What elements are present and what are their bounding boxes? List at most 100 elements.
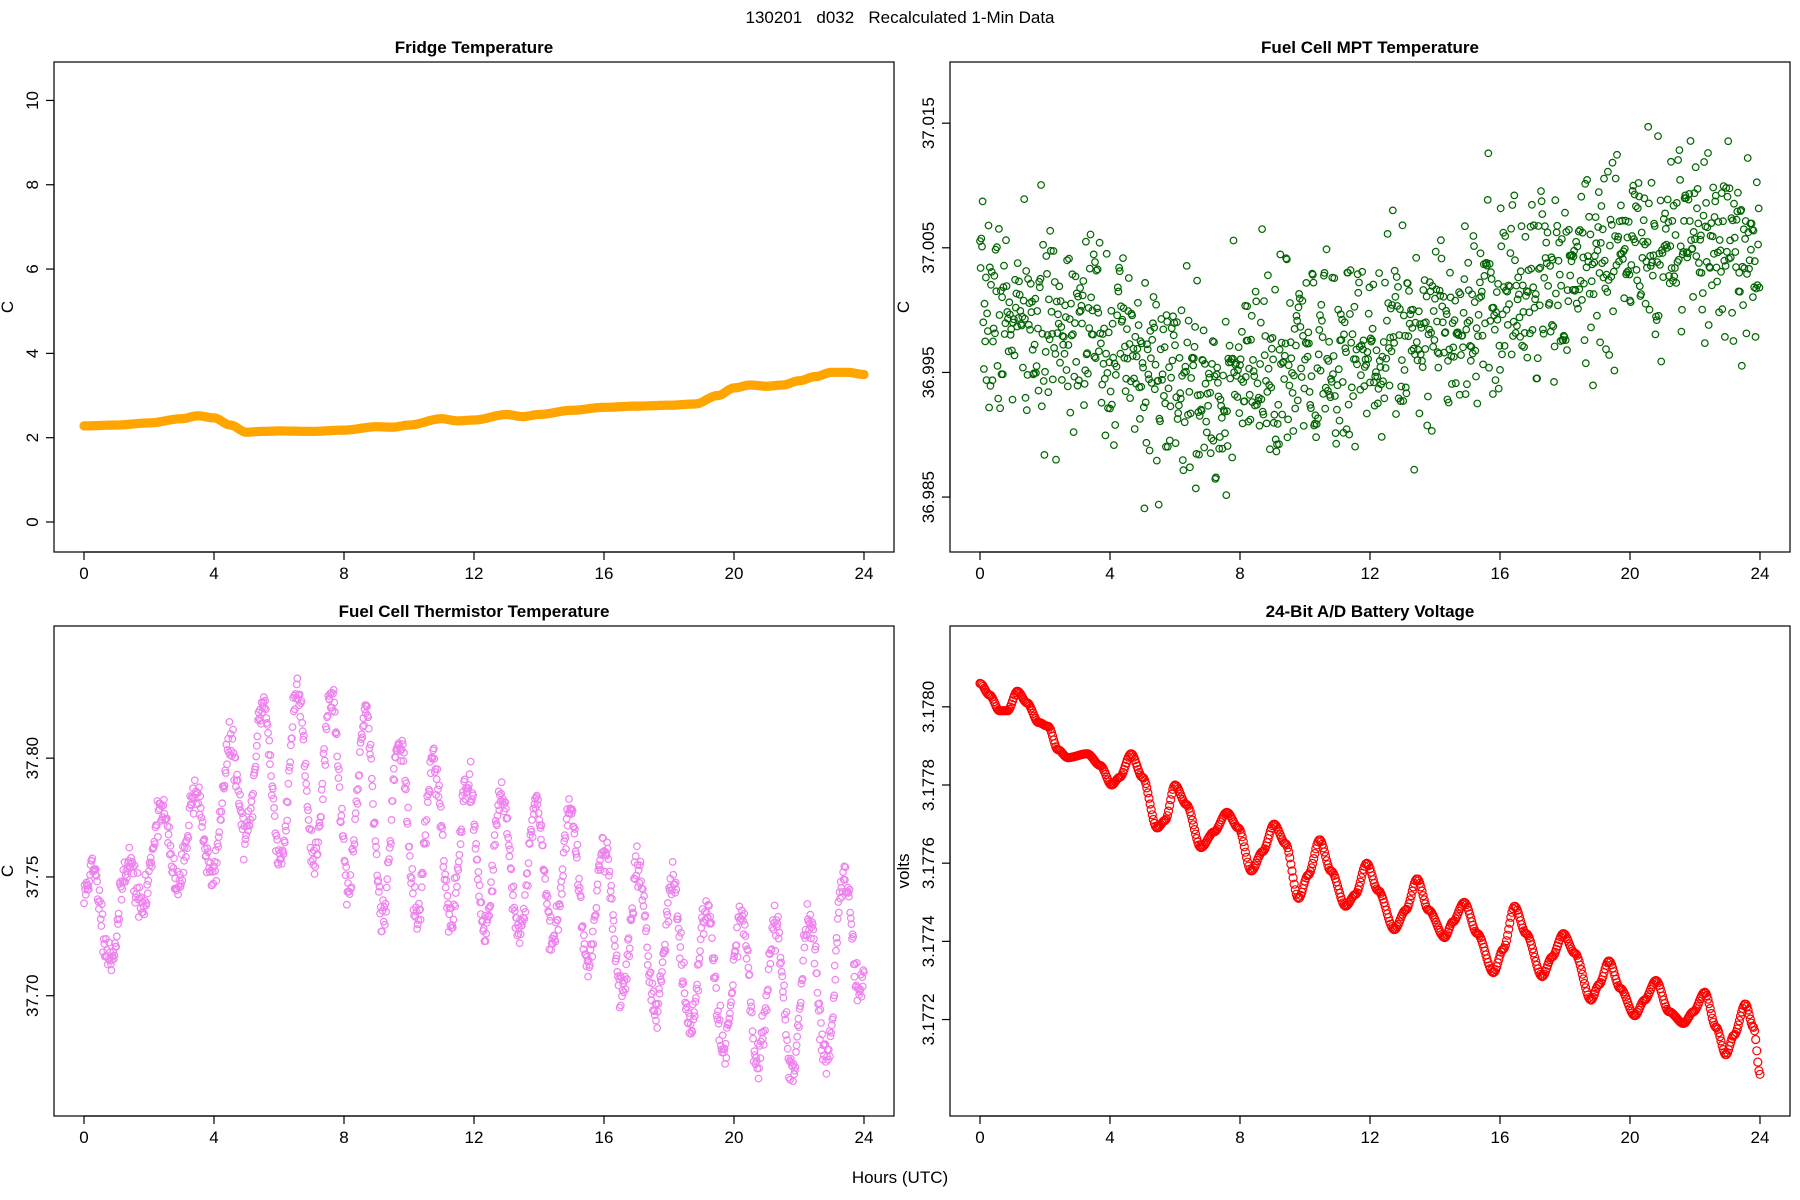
data-point [1034, 386, 1043, 395]
data-point [506, 845, 514, 854]
data-point [1751, 1034, 1761, 1045]
data-point [556, 902, 564, 911]
data-point [1496, 204, 1505, 213]
data-point [314, 838, 323, 847]
data-point [1249, 367, 1258, 376]
data-point [1189, 824, 1200, 835]
data-point [1527, 264, 1536, 273]
data-point [978, 242, 986, 251]
data-point [479, 925, 488, 933]
data-point [1383, 229, 1392, 238]
data-point [1031, 294, 1040, 303]
data-point [1219, 371, 1227, 380]
data-point [364, 713, 373, 722]
data-point [664, 917, 673, 926]
data-point [1476, 249, 1485, 258]
data-point [1156, 417, 1164, 426]
data-point [490, 842, 498, 850]
data-point [1583, 175, 1591, 184]
data-point [833, 915, 842, 923]
data-point [1492, 288, 1501, 297]
data-point [570, 829, 579, 838]
data-point [1322, 245, 1331, 254]
data-point [1730, 199, 1738, 208]
data-point [1102, 349, 1110, 358]
data-point [1596, 238, 1605, 247]
data-point [448, 923, 457, 932]
data-point [1133, 345, 1142, 353]
data-point [1021, 393, 1030, 402]
data-point [367, 774, 376, 783]
data-point [1241, 373, 1250, 381]
data-point [1630, 190, 1639, 199]
data-point [482, 929, 491, 938]
data-point [1163, 806, 1174, 816]
y-tick-label: 8 [23, 180, 42, 189]
data-point [1691, 235, 1699, 244]
data-point [1732, 215, 1741, 224]
data-point [1400, 366, 1409, 374]
data-point [1598, 259, 1606, 268]
data-point [995, 224, 1003, 233]
data-point [108, 956, 116, 964]
data-point [989, 337, 997, 346]
data-point [509, 891, 517, 900]
data-point [1654, 132, 1662, 141]
data-point [991, 329, 999, 338]
data-point [1083, 369, 1092, 378]
data-point [746, 1007, 754, 1015]
data-point [609, 916, 618, 925]
data-point [642, 927, 650, 936]
data-point [1388, 301, 1396, 309]
data-point [196, 804, 205, 812]
data-point [1627, 261, 1636, 269]
data-point [422, 839, 430, 848]
data-point [260, 693, 268, 702]
data-point [1040, 451, 1049, 459]
data-point [1689, 293, 1697, 301]
data-point [1152, 456, 1161, 465]
data-point [811, 945, 819, 954]
data-point [441, 883, 450, 892]
data-point [1603, 167, 1612, 176]
data-point [590, 916, 598, 924]
data-point [589, 940, 598, 948]
data-point [1501, 936, 1512, 946]
data-point [708, 934, 716, 942]
data-point [1141, 398, 1150, 407]
data-point [622, 975, 631, 984]
data-point [1340, 330, 1348, 339]
data-point [170, 854, 178, 863]
data-point [1438, 318, 1447, 327]
data-point [1478, 331, 1487, 340]
data-point [1351, 355, 1360, 364]
data-point [510, 903, 519, 912]
data-point [533, 800, 542, 809]
data-series [80, 674, 868, 1086]
figure-title: 130201 d032 Recalculated 1-Min Data [745, 8, 1055, 27]
data-point [1657, 357, 1666, 366]
data-point [860, 968, 868, 976]
data-point [1379, 377, 1387, 386]
data-point [1002, 236, 1010, 245]
data-point [1600, 174, 1608, 183]
data-point [1463, 318, 1472, 327]
data-point [1557, 235, 1566, 243]
data-point [696, 947, 704, 955]
data-point [818, 1030, 827, 1039]
data-point [240, 840, 249, 848]
data-point [557, 877, 566, 886]
data-point [430, 754, 439, 763]
data-point [1661, 209, 1669, 218]
data-point [378, 927, 386, 936]
data-point [509, 882, 518, 891]
data-point [1718, 305, 1727, 314]
data-point [1288, 389, 1297, 397]
data-point [1461, 390, 1470, 399]
data-point [1197, 406, 1206, 415]
data-point [375, 882, 384, 891]
data-point [1575, 285, 1584, 294]
data-point [1387, 922, 1397, 932]
data-point [692, 984, 701, 993]
data-point [726, 1001, 735, 1010]
